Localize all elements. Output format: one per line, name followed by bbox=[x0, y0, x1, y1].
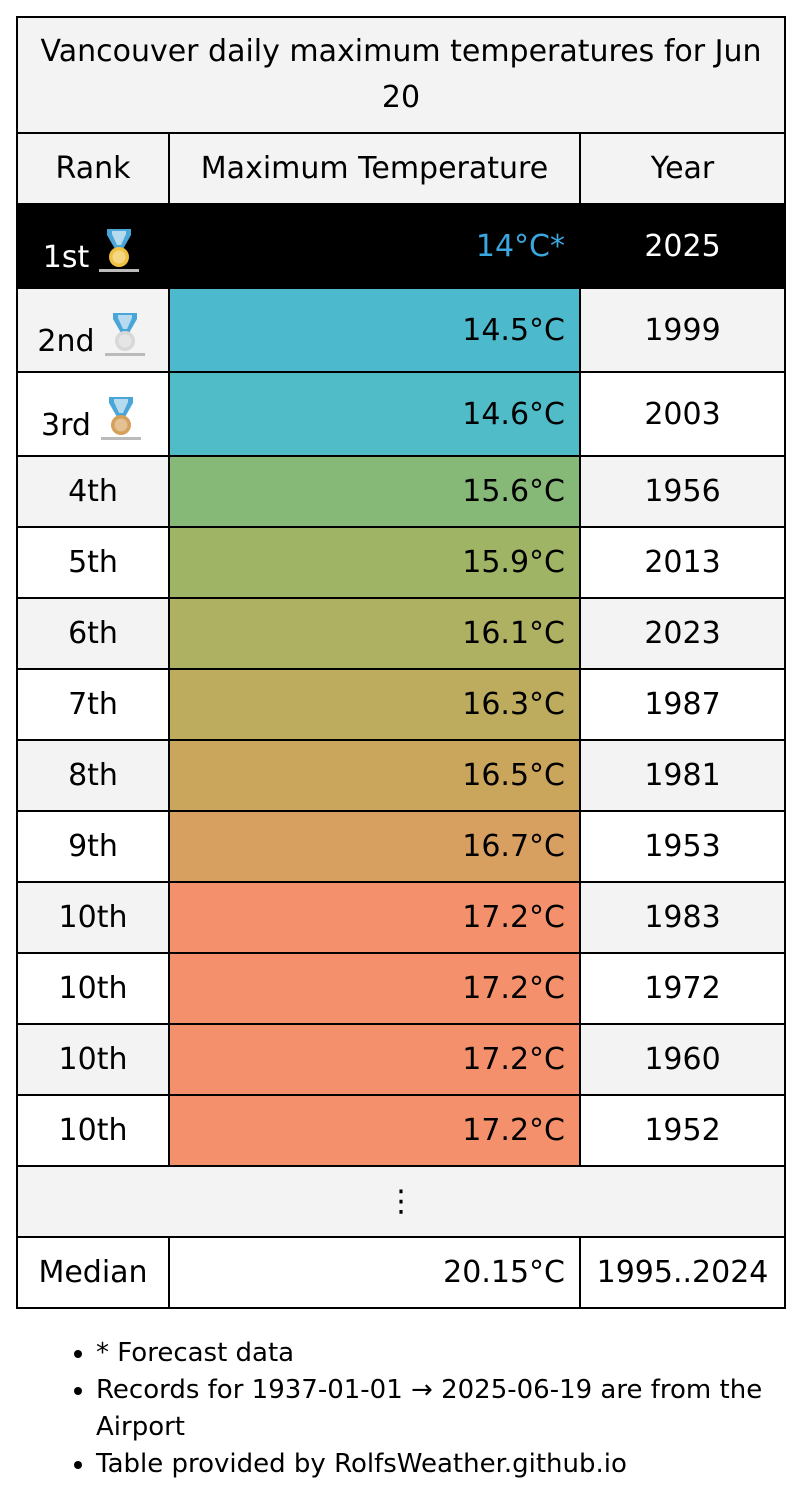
temperature-cell: 16.7°C bbox=[168, 810, 581, 883]
median-year-range: 1995..2024 bbox=[578, 1236, 787, 1309]
rank-cell: 3rd bbox=[16, 371, 170, 457]
silver-medal-icon bbox=[101, 311, 149, 359]
bronze-medal-icon bbox=[97, 395, 145, 443]
year-cell: 2003 bbox=[578, 371, 787, 457]
header-row: Rank Maximum Temperature Year bbox=[16, 132, 787, 205]
table-row: 10th 17.2°C 1983 bbox=[16, 881, 787, 954]
temperature-cell: 17.2°C bbox=[168, 1023, 581, 1096]
year-cell: 2023 bbox=[578, 597, 787, 670]
table-title: Vancouver daily maximum temperatures for… bbox=[15, 16, 787, 134]
temperature-cell: 17.2°C bbox=[168, 952, 581, 1025]
table-row: 1st 14°C* 2025 bbox=[16, 203, 787, 289]
note-forecast: * Forecast data bbox=[96, 1335, 796, 1372]
table-row: 8th 16.5°C 1981 bbox=[16, 739, 787, 812]
year-cell: 2013 bbox=[578, 526, 787, 599]
temperature-cell: 15.9°C bbox=[168, 526, 581, 599]
rank-cell: 1st bbox=[16, 203, 170, 289]
more-rows-ellipsis: ⋮ bbox=[15, 1165, 787, 1238]
year-cell: 1981 bbox=[578, 739, 787, 812]
table-row: 10th 17.2°C 1952 bbox=[16, 1094, 787, 1167]
year-cell: 2025 bbox=[578, 203, 787, 289]
rank-cell: 6th bbox=[16, 597, 170, 670]
rank-cell: 4th bbox=[16, 455, 170, 528]
rank-label: 3rd bbox=[41, 408, 91, 443]
column-header-year: Year bbox=[578, 132, 787, 205]
rank-label: 2nd bbox=[37, 324, 95, 359]
note-attribution: Table provided by RolfsWeather.github.io bbox=[96, 1446, 796, 1483]
table-row: 7th 16.3°C 1987 bbox=[16, 668, 787, 741]
rank-cell: 9th bbox=[16, 810, 170, 883]
column-header-temperature: Maximum Temperature bbox=[168, 132, 581, 205]
rank-label: 1st bbox=[42, 240, 90, 275]
rank-cell: 8th bbox=[16, 739, 170, 812]
median-label: Median bbox=[16, 1236, 170, 1309]
table-row: 4th 15.6°C 1956 bbox=[16, 455, 787, 528]
rank-cell: 5th bbox=[16, 526, 170, 599]
temperature-cell: 15.6°C bbox=[168, 455, 581, 528]
notes-list: * Forecast data Records for 1937-01-01 →… bbox=[56, 1335, 796, 1483]
table-row: 3rd 14.6°C 2003 bbox=[16, 371, 787, 457]
year-cell: 1956 bbox=[578, 455, 787, 528]
table-row: 9th 16.7°C 1953 bbox=[16, 810, 787, 883]
year-cell: 1983 bbox=[578, 881, 787, 954]
table-row: 2nd 14.5°C 1999 bbox=[16, 287, 787, 373]
year-cell: 1987 bbox=[578, 668, 787, 741]
median-temperature: 20.15°C bbox=[168, 1236, 581, 1309]
year-cell: 1960 bbox=[578, 1023, 787, 1096]
year-cell: 1952 bbox=[578, 1094, 787, 1167]
temperature-cell: 14.5°C bbox=[168, 287, 581, 373]
year-cell: 1999 bbox=[578, 287, 787, 373]
table-body: 1st 14°C* 2025 2nd 14.5°C 1999 3rd 14.6°C 2003 4t… bbox=[16, 203, 787, 1167]
temperature-cell: 14°C* bbox=[168, 203, 581, 289]
temperature-cell: 16.3°C bbox=[168, 668, 581, 741]
more-rows-row: ⋮ bbox=[15, 1165, 787, 1238]
rank-cell: 10th bbox=[16, 881, 170, 954]
median-row: Median 20.15°C 1995..2024 bbox=[16, 1236, 787, 1309]
column-header-rank: Rank bbox=[16, 132, 170, 205]
rank-cell: 10th bbox=[16, 1023, 170, 1096]
temperature-cell: 16.5°C bbox=[168, 739, 581, 812]
rank-cell: 10th bbox=[16, 1094, 170, 1167]
table-row: 5th 15.9°C 2013 bbox=[16, 526, 787, 599]
rank-cell: 10th bbox=[16, 952, 170, 1025]
rank-cell: 2nd bbox=[16, 287, 170, 373]
rank-cell: 7th bbox=[16, 668, 170, 741]
year-cell: 1972 bbox=[578, 952, 787, 1025]
temperature-cell: 16.1°C bbox=[168, 597, 581, 670]
temperature-cell: 17.2°C bbox=[168, 1094, 581, 1167]
table-row: 10th 17.2°C 1960 bbox=[16, 1023, 787, 1096]
table-row: 10th 17.2°C 1972 bbox=[16, 952, 787, 1025]
temperature-cell: 17.2°C bbox=[168, 881, 581, 954]
gold-medal-icon bbox=[95, 227, 143, 275]
ranking-table: Vancouver daily maximum temperatures for… bbox=[15, 16, 787, 1309]
table-row: 6th 16.1°C 2023 bbox=[16, 597, 787, 670]
note-records-source: Records for 1937-01-01 → 2025-06-19 are … bbox=[96, 1372, 796, 1446]
temperature-cell: 14.6°C bbox=[168, 371, 581, 457]
year-cell: 1953 bbox=[578, 810, 787, 883]
